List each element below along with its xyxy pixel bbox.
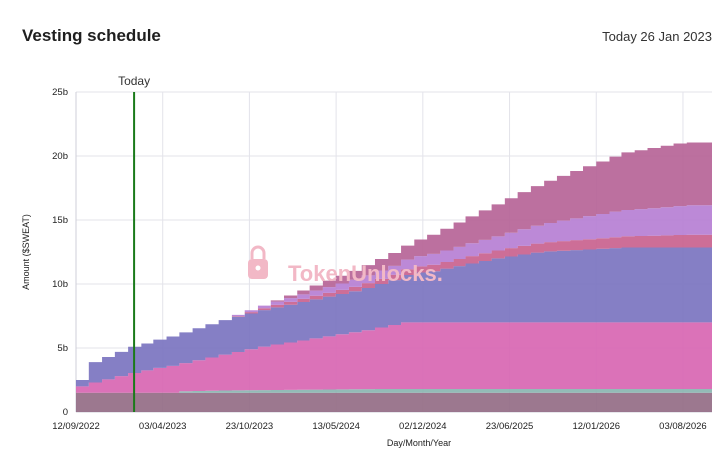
x-axis-label: Day/Month/Year — [387, 438, 451, 448]
axes: 0 5b 10b 15b 20b 25b 12/09/2022 03/04/2023 23/10… — [21, 87, 707, 448]
x-tick-label: 03/04/2023 — [139, 421, 187, 432]
watermark-text: TokenUnlocks. — [288, 261, 443, 286]
x-tick-label: 23/06/2025 — [486, 421, 534, 432]
x-tick-label: 13/05/2024 — [312, 421, 360, 432]
y-axis-label: Amount ($SWEAT) — [21, 214, 31, 290]
today-marker: Today — [118, 74, 150, 412]
x-tick-label: 12/01/2026 — [572, 421, 620, 432]
x-tick-label: 12/09/2022 — [52, 421, 100, 432]
y-tick-label: 10b — [52, 279, 68, 290]
today-label: Today — [118, 74, 150, 88]
area-series-1 — [76, 392, 712, 412]
x-tick-label: 23/10/2023 — [226, 421, 274, 432]
y-tick-label: 25b — [52, 87, 68, 98]
chart-title: Vesting schedule — [22, 26, 161, 45]
stacked-areas — [76, 142, 712, 412]
area-series-6 — [76, 205, 712, 380]
area-series-2 — [76, 388, 712, 393]
x-tick-label: 02/12/2024 — [399, 421, 447, 432]
y-tick-label: 0 — [63, 407, 68, 418]
lock-icon — [248, 245, 268, 279]
area-series-7 — [76, 142, 712, 380]
watermark: TokenUnlocks. — [248, 245, 443, 286]
y-tick-label: 5b — [57, 343, 68, 354]
area-series-4 — [76, 247, 712, 387]
y-tick-label: 20b — [52, 151, 68, 162]
x-tick-label: 03/08/2026 — [659, 421, 707, 432]
today-date: Today 26 Jan 2023 — [602, 29, 712, 44]
area-series-3 — [76, 322, 712, 393]
y-tick-label: 15b — [52, 215, 68, 226]
